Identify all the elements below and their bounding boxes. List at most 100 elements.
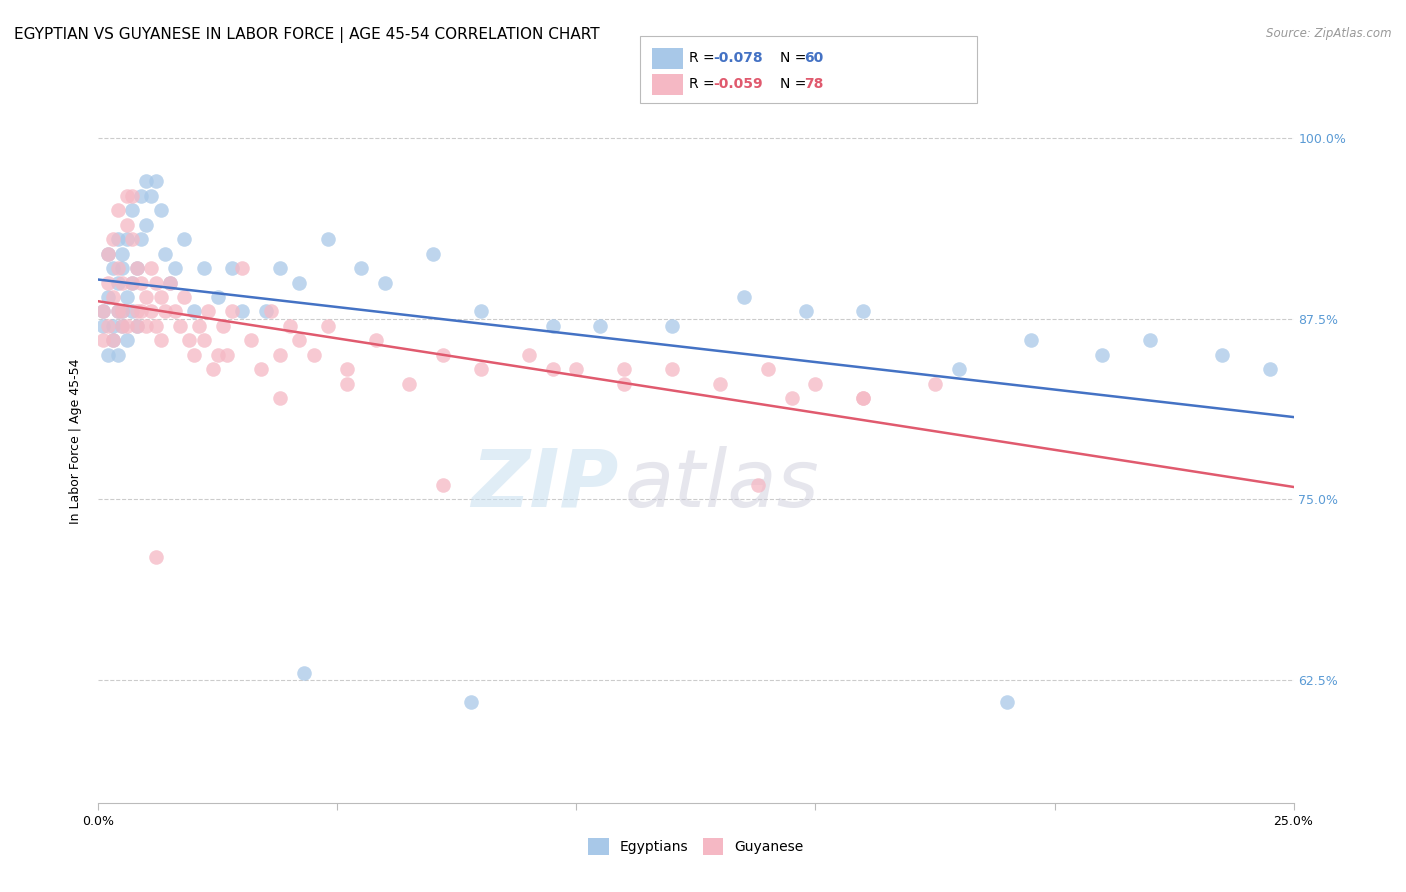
Point <box>163 304 186 318</box>
Point <box>432 478 454 492</box>
Point <box>231 304 253 318</box>
Point <box>121 304 143 318</box>
Point <box>145 174 167 188</box>
Point <box>125 318 148 333</box>
Point <box>292 665 315 680</box>
Point <box>131 232 153 246</box>
Point <box>111 304 134 318</box>
Point <box>139 304 162 318</box>
Point <box>121 203 143 218</box>
Point <box>336 376 359 391</box>
Point <box>240 334 263 348</box>
Point <box>97 318 120 333</box>
Point <box>259 304 281 318</box>
Point <box>159 276 181 290</box>
Point <box>125 261 148 276</box>
Point <box>115 232 138 246</box>
Point <box>121 276 143 290</box>
Point <box>254 304 277 318</box>
Point <box>288 334 311 348</box>
Point <box>794 304 817 318</box>
Point <box>149 334 172 348</box>
Point <box>159 276 181 290</box>
Point <box>302 348 325 362</box>
Point <box>131 189 153 203</box>
Point <box>541 362 564 376</box>
Point <box>661 318 683 333</box>
Point <box>852 391 875 405</box>
Point <box>125 318 148 333</box>
Point <box>733 290 755 304</box>
Point <box>125 304 148 318</box>
Point <box>661 362 683 376</box>
Point <box>852 304 875 318</box>
Point <box>111 261 134 276</box>
Point <box>207 290 229 304</box>
Point <box>217 348 239 362</box>
Point <box>115 189 138 203</box>
Point <box>364 334 387 348</box>
Point <box>179 334 201 348</box>
Point <box>747 478 769 492</box>
Point <box>121 189 143 203</box>
Point <box>121 276 143 290</box>
Point <box>155 246 177 260</box>
Point <box>207 348 229 362</box>
Point <box>470 304 492 318</box>
Point <box>121 232 143 246</box>
Point <box>269 391 291 405</box>
Point <box>1091 348 1114 362</box>
Point <box>145 276 167 290</box>
Point <box>613 362 636 376</box>
Point <box>101 334 124 348</box>
Point <box>135 318 157 333</box>
Text: 78: 78 <box>804 77 824 91</box>
Point <box>111 318 134 333</box>
Point <box>541 318 564 333</box>
Point <box>135 218 157 232</box>
Point <box>91 318 114 333</box>
Text: 60: 60 <box>804 51 824 65</box>
Point <box>107 276 129 290</box>
Text: EGYPTIAN VS GUYANESE IN LABOR FORCE | AGE 45-54 CORRELATION CHART: EGYPTIAN VS GUYANESE IN LABOR FORCE | AG… <box>14 27 600 43</box>
Point <box>398 376 420 391</box>
Text: -0.078: -0.078 <box>713 51 762 65</box>
Point <box>565 362 588 376</box>
Point <box>269 261 291 276</box>
Point <box>336 362 359 376</box>
Point <box>1019 334 1042 348</box>
Point <box>145 550 167 565</box>
Point <box>187 318 209 333</box>
Point <box>350 261 373 276</box>
Point <box>422 246 444 260</box>
Point <box>91 304 114 318</box>
Point <box>211 318 233 333</box>
Point <box>145 318 167 333</box>
Text: R =: R = <box>689 51 718 65</box>
Point <box>131 304 153 318</box>
Point <box>115 318 138 333</box>
Point <box>97 246 120 260</box>
Point <box>517 348 540 362</box>
Point <box>948 362 970 376</box>
Point <box>163 261 186 276</box>
Point <box>173 290 195 304</box>
Point <box>135 290 157 304</box>
Text: N =: N = <box>780 77 811 91</box>
Point <box>107 261 129 276</box>
Point <box>107 304 129 318</box>
Point <box>155 304 177 318</box>
Text: N =: N = <box>780 51 811 65</box>
Point <box>202 362 225 376</box>
Point <box>173 232 195 246</box>
Point <box>1258 362 1281 376</box>
Point <box>250 362 273 376</box>
Point <box>221 304 243 318</box>
Point <box>613 376 636 391</box>
Point <box>97 276 120 290</box>
Text: Source: ZipAtlas.com: Source: ZipAtlas.com <box>1267 27 1392 40</box>
Point <box>139 261 162 276</box>
Text: R =: R = <box>689 77 718 91</box>
Point <box>432 348 454 362</box>
Point <box>183 348 205 362</box>
